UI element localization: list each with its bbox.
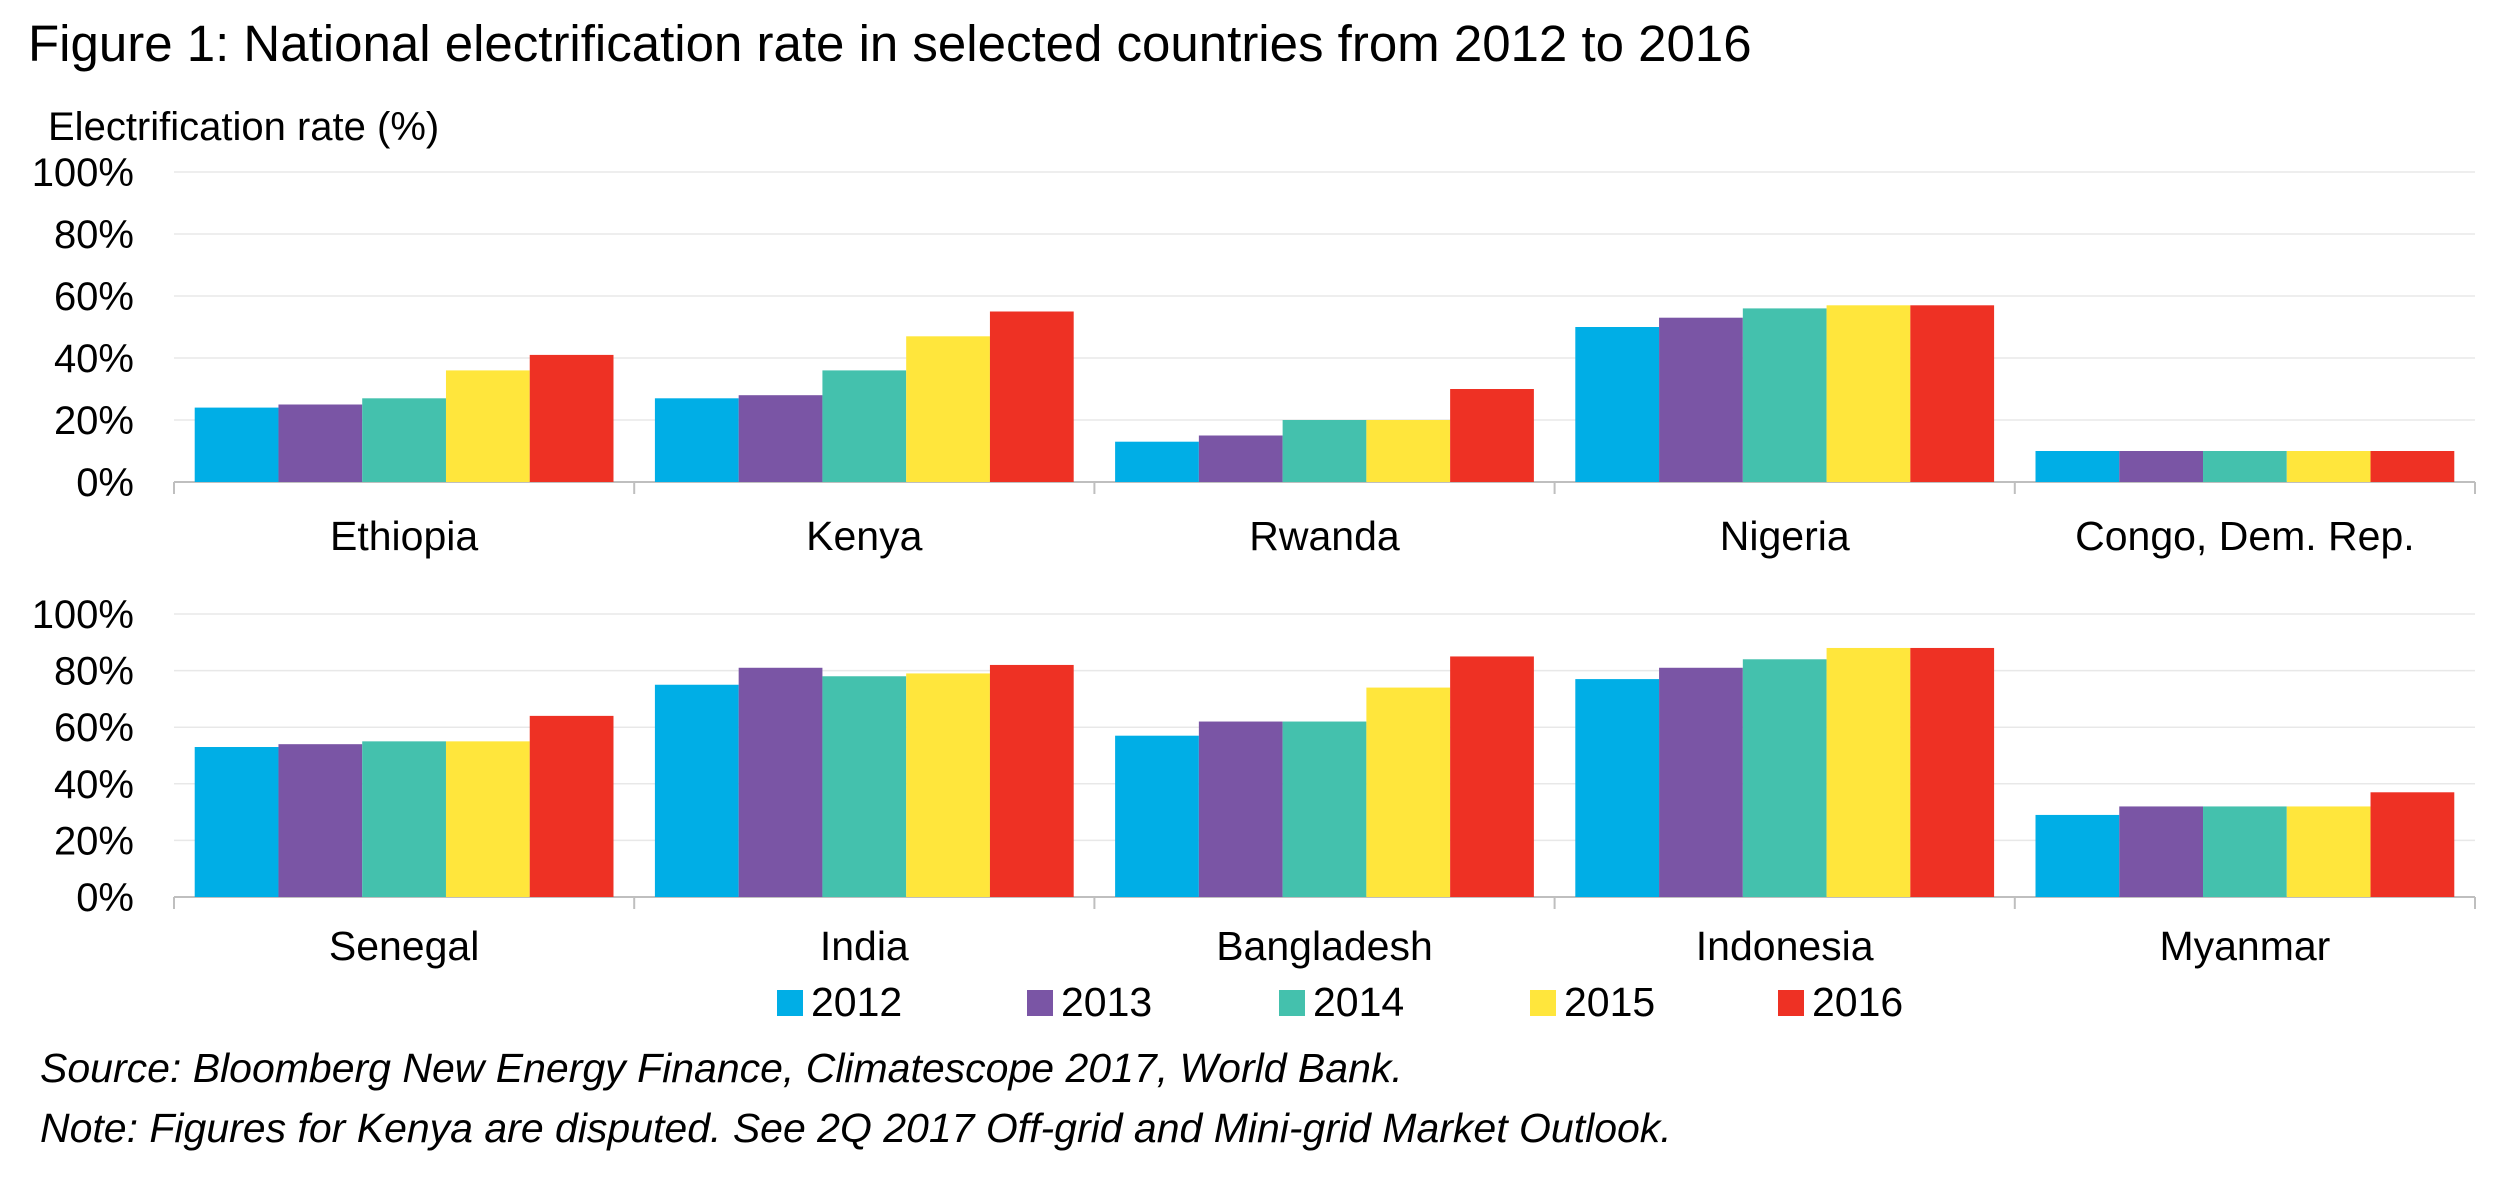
- bar-2015-rwanda: [1366, 420, 1451, 482]
- y-tick-label: 20%: [54, 399, 134, 443]
- bar-2016-congo-dem-rep-: [2370, 451, 2455, 482]
- footnote: Note: Figures for Kenya are disputed. Se…: [40, 1105, 1672, 1151]
- legend-label-2013: 2013: [1061, 979, 1152, 1025]
- figure-title: Figure 1: National electrification rate …: [28, 15, 1752, 72]
- bar-2015-india: [906, 673, 990, 897]
- bar-2013-myanmar: [2119, 806, 2204, 897]
- bar-2016-kenya: [989, 311, 1074, 482]
- bar-2013-ethiopia: [278, 404, 363, 482]
- bar-2013-rwanda: [1198, 435, 1283, 482]
- category-label: Ethiopia: [330, 513, 478, 559]
- legend-swatch-2016: [1778, 990, 1804, 1016]
- bar-2012-nigeria: [1575, 327, 1660, 482]
- y-tick-label: 40%: [54, 763, 134, 807]
- category-label: India: [820, 923, 909, 969]
- bar-2013-india: [738, 667, 823, 897]
- bar-2016-bangladesh: [1450, 656, 1534, 897]
- legend-swatch-2013: [1027, 990, 1053, 1016]
- bar-2016-nigeria: [1910, 305, 1995, 482]
- bar-2014-senegal: [362, 741, 446, 897]
- bar-2015-congo-dem-rep-: [2286, 451, 2371, 482]
- y-tick-label: 80%: [54, 213, 134, 257]
- category-label: Congo, Dem. Rep.: [2075, 513, 2415, 559]
- bar-2015-bangladesh: [1366, 687, 1451, 897]
- category-label: Indonesia: [1696, 923, 1874, 969]
- bar-2014-myanmar: [2203, 806, 2287, 897]
- y-tick-label: 60%: [54, 706, 134, 750]
- bar-2016-myanmar: [2370, 792, 2455, 897]
- legend-label-2015: 2015: [1564, 979, 1655, 1025]
- y-tick-label: 100%: [32, 593, 134, 637]
- y-tick-label: 40%: [54, 337, 134, 381]
- bar-2013-senegal: [278, 744, 363, 897]
- category-label: Senegal: [329, 923, 479, 969]
- legend-label-2016: 2016: [1812, 979, 1903, 1025]
- legend-label-2012: 2012: [811, 979, 902, 1025]
- legend-label-2014: 2014: [1313, 979, 1404, 1025]
- bar-2016-rwanda: [1450, 389, 1534, 482]
- legend-swatch-2015: [1530, 990, 1556, 1016]
- bar-2014-rwanda: [1282, 420, 1367, 482]
- y-tick-label: 0%: [76, 876, 134, 920]
- bar-2016-senegal: [529, 715, 614, 897]
- bar-2013-kenya: [738, 395, 823, 482]
- bar-2012-ethiopia: [194, 407, 279, 482]
- bar-2012-myanmar: [2035, 814, 2120, 897]
- bar-2015-myanmar: [2286, 806, 2371, 897]
- bar-2013-indonesia: [1659, 667, 1743, 897]
- bar-2013-congo-dem-rep-: [2119, 451, 2204, 482]
- y-tick-label: 60%: [54, 275, 134, 319]
- legend-swatch-2014: [1279, 990, 1305, 1016]
- bar-2015-ethiopia: [445, 370, 530, 482]
- bar-2014-congo-dem-rep-: [2203, 451, 2287, 482]
- bar-2016-india: [989, 664, 1074, 897]
- bar-2013-bangladesh: [1198, 721, 1283, 897]
- bar-2015-kenya: [906, 336, 990, 482]
- bar-2014-indonesia: [1742, 659, 1827, 897]
- y-tick-label: 100%: [32, 151, 134, 195]
- bar-2013-nigeria: [1659, 317, 1743, 482]
- bar-2012-congo-dem-rep-: [2035, 451, 2120, 482]
- category-label: Myanmar: [2159, 923, 2330, 969]
- bar-2015-indonesia: [1826, 647, 1911, 897]
- y-axis-label: Electrification rate (%): [48, 105, 439, 149]
- bar-2012-india: [654, 684, 739, 897]
- category-label: Bangladesh: [1216, 923, 1433, 969]
- category-label: Kenya: [806, 513, 922, 559]
- y-tick-label: 0%: [76, 461, 134, 505]
- bar-2014-kenya: [822, 370, 907, 482]
- bar-2016-indonesia: [1910, 647, 1995, 897]
- bar-2012-bangladesh: [1115, 735, 1199, 897]
- bar-2014-nigeria: [1742, 308, 1827, 482]
- bar-2012-indonesia: [1575, 679, 1660, 897]
- y-tick-label: 80%: [54, 650, 134, 694]
- source-note: Source: Bloomberg New Energy Finance, Cl…: [40, 1045, 1403, 1091]
- bar-2012-rwanda: [1115, 441, 1199, 482]
- bar-2016-ethiopia: [529, 354, 614, 482]
- category-label: Nigeria: [1720, 513, 1850, 559]
- bar-2015-senegal: [445, 741, 530, 897]
- category-label: Rwanda: [1249, 513, 1400, 559]
- bar-2014-india: [822, 676, 907, 897]
- bar-2015-nigeria: [1826, 305, 1911, 482]
- bar-2012-kenya: [654, 398, 739, 482]
- bar-2014-bangladesh: [1282, 721, 1367, 897]
- bar-2012-senegal: [194, 747, 279, 897]
- legend-swatch-2012: [777, 990, 803, 1016]
- y-tick-label: 20%: [54, 819, 134, 863]
- bar-2014-ethiopia: [362, 398, 446, 482]
